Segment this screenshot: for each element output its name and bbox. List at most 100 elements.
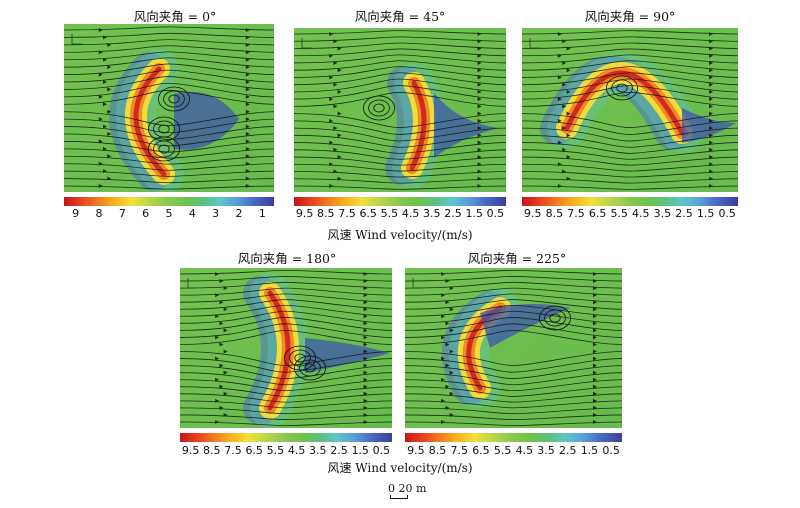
- streamline-arrow: [592, 279, 597, 284]
- streamline-arrow: [445, 363, 450, 368]
- streamline-arrow: [363, 405, 368, 410]
- colorbar-tick-label: 7: [118, 207, 126, 220]
- colorbar-tick-label: 5.5: [266, 444, 285, 457]
- velocity-field: [405, 268, 622, 428]
- streamline: [294, 185, 506, 190]
- streamline: [64, 69, 274, 83]
- colorbar-tick-label: 8.5: [545, 207, 564, 220]
- streamline: [405, 323, 622, 338]
- colorbar-tick-label: 6: [142, 207, 150, 220]
- streamline: [405, 386, 622, 397]
- streamline-arrow: [709, 176, 714, 181]
- streamline: [180, 372, 392, 386]
- colorbar: [64, 197, 274, 206]
- streamline: [180, 414, 392, 420]
- colorbar-tick-label: 5: [165, 207, 173, 220]
- wake-zone: [305, 338, 390, 373]
- colorbar-tick-label: 1.5: [351, 444, 369, 457]
- axis-indicator: [187, 278, 198, 289]
- streamline: [405, 310, 622, 324]
- colorbar-tick-label: 4.5: [401, 207, 420, 220]
- streamline-arrow: [363, 286, 368, 291]
- streamline: [294, 30, 506, 35]
- axis-indicator: [529, 38, 540, 49]
- streamline: [180, 293, 392, 303]
- streamline-arrow: [592, 356, 597, 361]
- panel-title: 风向夹角 = 180°: [237, 251, 337, 266]
- axis-indicator: [301, 38, 312, 49]
- streamline-arrow: [337, 111, 342, 116]
- streamline: [522, 134, 738, 148]
- streamline-arrow: [245, 102, 250, 107]
- flow-field-plot: [180, 268, 392, 428]
- streamline-arrow: [477, 82, 482, 87]
- streamline-arrow: [709, 89, 714, 94]
- streamline-arrow: [98, 28, 103, 32]
- streamline-arrow: [333, 104, 338, 109]
- streamline-arrow: [445, 300, 450, 305]
- streamline-arrow: [477, 68, 482, 73]
- streamline-arrow: [566, 89, 571, 94]
- streamline: [405, 269, 622, 275]
- streamline: [294, 54, 506, 64]
- colorbar-tick-label: 9.5: [407, 444, 425, 457]
- streamline-arrow: [329, 97, 334, 102]
- streamline-arrow: [449, 328, 454, 333]
- streamline: [294, 42, 506, 49]
- streamline: [405, 407, 622, 415]
- streamline-arrow: [223, 307, 228, 312]
- streamline-arrow: [329, 75, 334, 80]
- streamline-arrow: [223, 412, 228, 417]
- streamline: [405, 414, 622, 420]
- streamline-arrow: [477, 184, 482, 188]
- streamline-arrow: [592, 314, 597, 319]
- streamline: [180, 330, 392, 345]
- streamline-arrow: [477, 39, 482, 44]
- streamline-arrow: [709, 82, 714, 87]
- streamline: [294, 66, 506, 78]
- streamline-arrow: [245, 146, 250, 151]
- streamline-arrow: [363, 307, 368, 312]
- streamline-arrow: [709, 97, 714, 102]
- colorbar-label: 风速 Wind velocity/(m/s): [327, 461, 473, 475]
- streamline-arrow: [363, 384, 368, 389]
- streamlines: [180, 269, 392, 427]
- streamline-arrow: [709, 32, 714, 36]
- panel-title: 风向夹角 = 225°: [467, 251, 567, 266]
- vortex: [168, 94, 180, 104]
- panel-title: 风向夹角 = 90°: [584, 9, 676, 24]
- streamline-arrow: [103, 35, 107, 40]
- streamline: [180, 304, 392, 317]
- vortex: [148, 136, 181, 162]
- streamline-arrow: [477, 46, 482, 51]
- streamline-arrow: [709, 126, 714, 131]
- streamline-arrow: [98, 94, 103, 99]
- streamline-arrow: [557, 75, 562, 80]
- streamline-arrow: [477, 89, 482, 94]
- streamline: [294, 163, 506, 172]
- flow-field-plot: [64, 24, 274, 192]
- streamline-arrow: [709, 184, 714, 188]
- colorbar-tick-label: 2.5: [675, 207, 693, 220]
- streamline-arrow: [219, 342, 224, 347]
- streamline-arrow: [107, 109, 112, 114]
- streamlines: [405, 269, 622, 427]
- streamline: [64, 118, 274, 134]
- streamline-arrow: [107, 65, 112, 70]
- flow-field-plot: [294, 28, 506, 192]
- streamline: [180, 310, 392, 324]
- streamline-arrow: [709, 140, 714, 145]
- streamline: [522, 60, 738, 71]
- streamline-arrow: [477, 162, 482, 167]
- streamline-arrow: [363, 370, 368, 375]
- streamline-arrow: [592, 398, 597, 403]
- streamline: [180, 400, 392, 409]
- streamline: [64, 63, 274, 75]
- streamline: [64, 141, 274, 153]
- vortex: [606, 75, 639, 101]
- streamline-arrow: [329, 162, 334, 167]
- streamline-arrow: [363, 272, 368, 276]
- colorbar-tick-label: 6.5: [359, 207, 377, 220]
- streamline-arrow: [477, 60, 482, 65]
- streamline: [522, 72, 738, 86]
